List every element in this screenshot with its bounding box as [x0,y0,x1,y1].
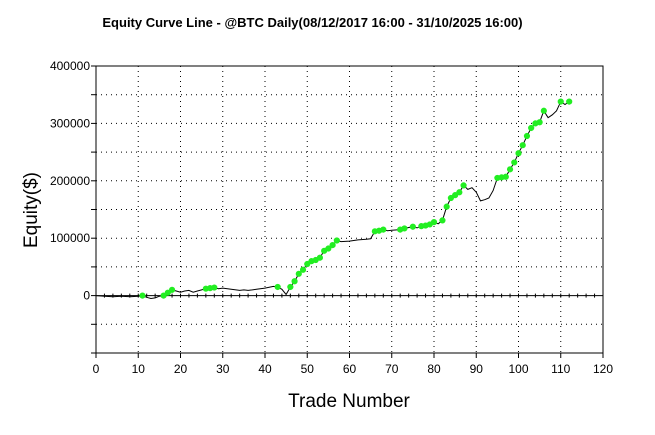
equity-point [511,159,518,166]
equity-point [274,283,281,291]
equity-point [299,266,307,273]
equity-point [160,292,167,299]
y-tick-label: 100000 [50,231,90,245]
equity-point [452,192,459,199]
equity-point [566,98,573,105]
y-tick-label: 0 [83,289,90,303]
x-axis-title: Trade Number [288,391,410,412]
equity-point [523,132,531,140]
equity-point [430,219,438,226]
equity-point [460,182,467,189]
x-tick-label: 90 [470,362,484,376]
equity-point [456,189,463,196]
x-tick-label: 40 [258,362,272,376]
x-tick-label: 0 [93,362,100,376]
equity-point [325,245,332,252]
equity-point [316,254,324,261]
equity-point [519,142,526,149]
x-tick-label: 80 [427,362,441,376]
equity-point [333,237,340,244]
x-tick-label: 60 [343,362,357,376]
equity-point [287,283,294,291]
equity-point [536,119,543,126]
marker-layer [139,98,573,299]
equity-point [447,194,454,202]
x-tick-label: 20 [174,362,188,376]
y-axis-title: Equity($) [21,172,42,248]
equity-point [557,98,564,105]
x-tick-label: 120 [593,362,613,376]
chart-title: Equity Curve Line - @BTC Daily(08/12/201… [102,15,523,30]
equity-point [164,289,171,296]
equity-point [515,150,522,157]
y-tick-label: 300000 [50,116,90,130]
equity-point [506,166,514,173]
equity-point [528,124,535,132]
equity-point [291,278,298,285]
x-tick-label: 100 [508,362,528,376]
x-tick-label: 70 [385,362,399,376]
equity-point [502,173,509,180]
equity-point [409,223,416,230]
x-tick-label: 50 [301,362,315,376]
grid-layer [96,66,603,353]
equity-curve-line [95,100,570,300]
equity-line-layer [95,100,570,300]
y-tick-label: 400000 [50,59,90,73]
equity-point [168,286,176,293]
equity-point [401,225,408,232]
equity-point [439,217,446,224]
equity-point [211,284,218,291]
equity-point [139,292,146,299]
y-tick-label: 200000 [50,174,90,188]
equity-point [304,260,311,268]
equity-point [295,270,302,277]
equity-point [443,203,450,210]
x-tick-label: 30 [216,362,230,376]
axis-layer: 400000 300000 200000 100000 0 0 10 20 30 40 50 60 70… [50,59,613,376]
equity-point [540,107,547,114]
x-tick-label: 10 [132,362,146,376]
equity-point [380,226,387,233]
x-tick-label: 110 [551,362,570,376]
equity-point [329,241,336,249]
